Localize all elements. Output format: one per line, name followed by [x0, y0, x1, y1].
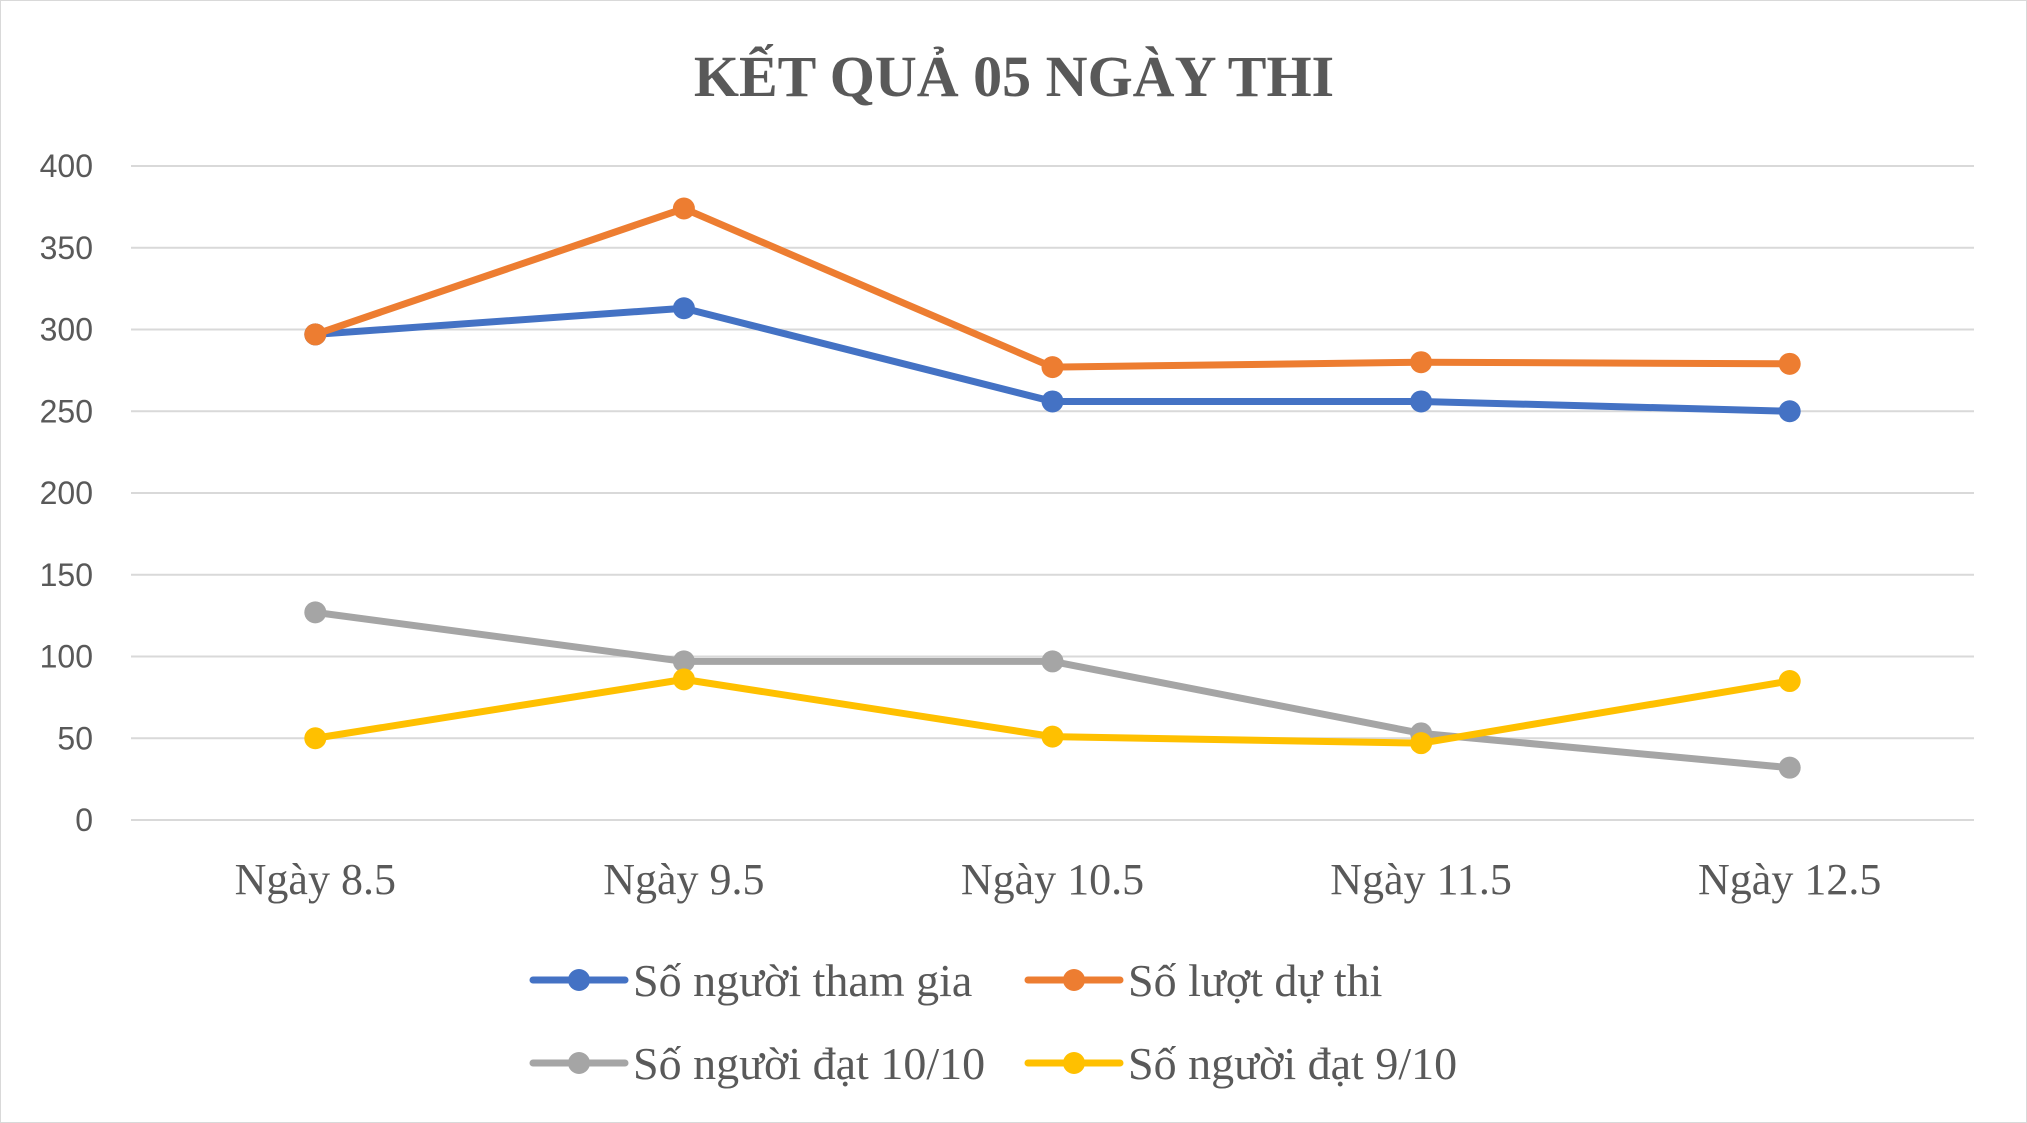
legend-swatch-marker: [1063, 1052, 1085, 1074]
y-axis-ticks: 0 50 100 150 200 250 300 350 400: [40, 148, 93, 838]
y-tick-label: 350: [40, 230, 93, 266]
x-tick-label: Ngày 8.5: [235, 855, 396, 904]
x-tick-label: Ngày 11.5: [1330, 855, 1512, 904]
series-group: [304, 197, 1801, 379]
data-point: [304, 727, 327, 750]
x-tick-label: Ngày 9.5: [603, 855, 764, 904]
y-tick-label: 200: [40, 475, 93, 511]
data-point: [672, 668, 695, 691]
data-point: [1041, 356, 1064, 379]
legend-swatch-marker: [568, 1052, 590, 1074]
data-point: [672, 650, 695, 673]
y-tick-label: 50: [57, 720, 93, 756]
legend-label: Số lượt dự thi: [1128, 955, 1382, 1006]
legend-item: Số người tham gia: [529, 955, 972, 1006]
legend-swatch-marker: [1063, 969, 1085, 991]
data-point: [1410, 732, 1433, 755]
data-point: [672, 297, 695, 320]
y-tick-label: 150: [40, 557, 93, 593]
data-point: [304, 601, 327, 624]
data-point: [304, 323, 327, 346]
y-tick-label: 300: [40, 312, 93, 348]
y-tick-label: 0: [75, 802, 93, 838]
y-tick-label: 400: [40, 148, 93, 184]
series-line: [311, 205, 1794, 371]
data-point: [1778, 352, 1801, 375]
data-point: [1778, 756, 1801, 779]
y-tick-label: 100: [40, 639, 93, 675]
data-point: [1410, 351, 1433, 374]
data-point: [1778, 670, 1801, 693]
x-axis-ticks: Ngày 8.5 Ngày 9.5 Ngày 10.5 Ngày 11.5 Ngày 1…: [235, 855, 1882, 904]
legend-label: Số người đạt 9/10: [1128, 1038, 1457, 1089]
legend-item: Số người đạt 10/10: [529, 1038, 985, 1089]
x-tick-label: Ngày 10.5: [961, 855, 1144, 904]
data-point: [1041, 650, 1064, 673]
series-lines: [304, 197, 1801, 779]
legend-item: Số lượt dự thi: [1024, 955, 1382, 1006]
data-point: [1410, 390, 1433, 413]
legend-label: Số người đạt 10/10: [633, 1038, 985, 1089]
x-tick-label: Ngày 12.5: [1698, 855, 1881, 904]
series-group: [304, 601, 1801, 779]
legend-item: Số người đạt 9/10: [1024, 1038, 1457, 1089]
chart-title: KẾT QUẢ 05 NGÀY THI: [694, 44, 1334, 109]
legend-swatch-marker: [568, 969, 590, 991]
data-point: [1041, 390, 1064, 413]
data-point: [1778, 400, 1801, 423]
legend-label: Số người tham gia: [633, 955, 972, 1006]
legend: Số người tham gia Số lượt dự thi Số người …: [529, 955, 1457, 1089]
series-group: [304, 668, 1801, 755]
y-tick-label: 250: [40, 393, 93, 429]
data-point: [672, 197, 695, 220]
data-point: [1041, 725, 1064, 748]
